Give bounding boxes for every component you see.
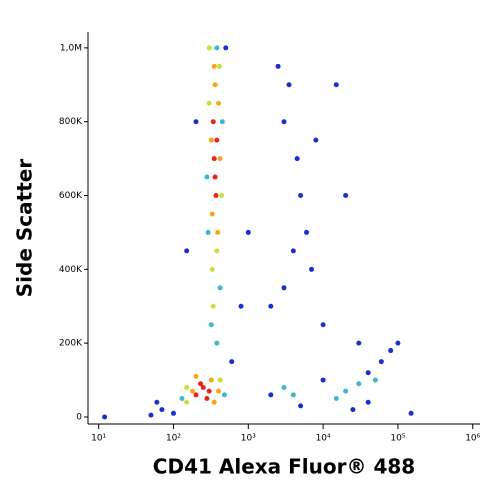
data-point	[184, 399, 190, 405]
data-point	[102, 414, 108, 420]
data-point	[216, 388, 222, 394]
data-point	[365, 370, 371, 376]
data-point	[223, 45, 229, 51]
data-point	[204, 396, 210, 402]
data-point	[184, 248, 190, 254]
x-tick-label: 10²	[166, 434, 181, 444]
data-point	[217, 377, 223, 383]
data-point	[179, 396, 185, 402]
data-point	[210, 303, 216, 309]
data-point	[159, 407, 165, 413]
data-point	[206, 388, 212, 394]
x-tick-label: 10¹	[91, 434, 106, 444]
data-point	[320, 377, 326, 383]
data-point	[378, 359, 384, 365]
data-point	[205, 229, 211, 235]
data-point	[212, 82, 218, 88]
data-point	[350, 407, 356, 413]
data-point	[343, 193, 349, 199]
x-tick-label: 10⁵	[390, 434, 405, 444]
data-point	[281, 119, 287, 125]
data-point	[214, 248, 220, 254]
data-point	[215, 229, 221, 235]
data-point	[148, 412, 154, 418]
data-point	[333, 82, 339, 88]
data-point	[206, 100, 212, 106]
y-tick-label: 600K	[59, 191, 83, 201]
data-point	[208, 137, 214, 143]
data-point	[214, 45, 220, 51]
data-point	[221, 392, 227, 398]
y-tick-label: 200K	[59, 339, 83, 349]
data-point	[343, 388, 349, 394]
data-point	[275, 63, 281, 69]
data-point	[245, 229, 251, 235]
data-point	[170, 410, 176, 416]
y-tick-label: 0	[76, 412, 82, 422]
data-point	[268, 392, 274, 398]
data-point	[320, 322, 326, 328]
data-point	[193, 373, 199, 379]
data-point	[198, 381, 204, 387]
data-point	[388, 348, 394, 354]
data-point	[286, 82, 292, 88]
data-point	[309, 266, 315, 272]
data-point	[210, 119, 216, 125]
data-point	[268, 303, 274, 309]
data-point	[184, 384, 190, 390]
data-point	[290, 248, 296, 254]
y-tick-label: 400K	[59, 265, 83, 275]
data-point	[219, 119, 225, 125]
data-point	[211, 399, 217, 405]
data-point	[154, 399, 160, 405]
data-point	[356, 340, 362, 346]
x-tick-label: 10⁶	[465, 434, 480, 444]
data-point	[217, 156, 223, 162]
data-point	[290, 392, 296, 398]
data-point	[200, 384, 206, 390]
data-point	[209, 266, 215, 272]
x-axis-title: CD41 Alexa Fluor® 488	[153, 455, 415, 479]
data-point	[190, 388, 196, 394]
data-point	[395, 340, 401, 346]
data-point	[208, 377, 214, 383]
y-tick-label: 800K	[59, 117, 83, 127]
x-tick-label: 10³	[241, 434, 256, 444]
data-point	[238, 303, 244, 309]
y-tick-label: 1,0M	[60, 43, 82, 53]
data-point	[365, 399, 371, 405]
data-point	[216, 63, 222, 69]
data-point	[408, 410, 414, 416]
data-point	[211, 63, 217, 69]
data-point	[206, 45, 212, 51]
data-point	[193, 119, 199, 125]
data-point	[212, 174, 218, 180]
data-point	[281, 384, 287, 390]
data-point	[229, 359, 235, 365]
data-point	[219, 193, 225, 199]
data-point	[304, 229, 310, 235]
data-point	[298, 403, 304, 409]
data-point	[193, 392, 199, 398]
data-point	[356, 381, 362, 387]
data-point	[209, 211, 215, 217]
data-point	[313, 137, 319, 143]
data-point	[216, 100, 222, 106]
data-point	[213, 193, 219, 199]
data-point	[372, 377, 378, 383]
data-point	[208, 322, 214, 328]
data-point	[214, 137, 220, 143]
data-point	[204, 174, 210, 180]
data-point	[333, 396, 339, 402]
data-point	[281, 285, 287, 291]
y-axis-title: Side Scatter	[13, 159, 37, 298]
x-tick-label: 10⁴	[316, 434, 331, 444]
data-point	[211, 156, 217, 162]
data-point	[217, 285, 223, 291]
data-point	[214, 340, 220, 346]
data-point	[298, 193, 304, 199]
data-point	[294, 156, 300, 162]
